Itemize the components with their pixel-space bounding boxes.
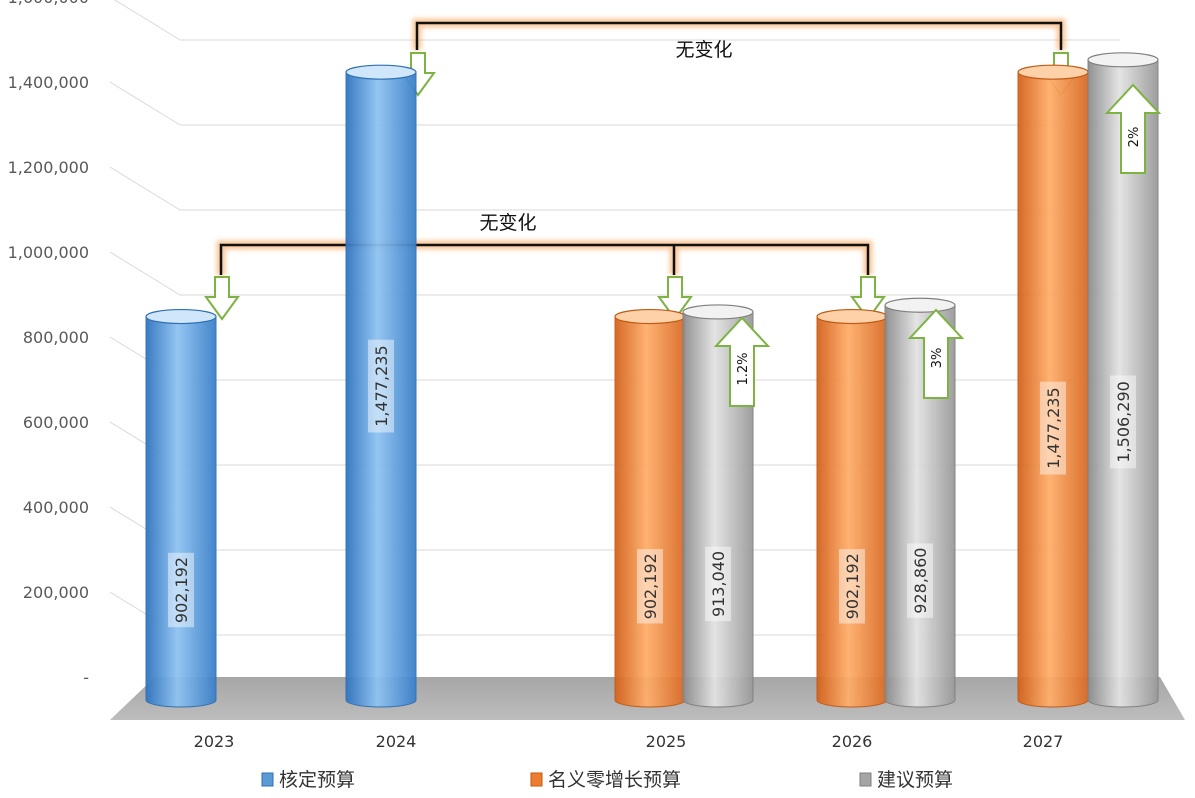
x-tick-label: 2025	[646, 732, 687, 751]
bar-top	[145, 308, 217, 325]
bar	[884, 297, 956, 708]
legend-swatch-proposed	[859, 772, 872, 787]
bar-body	[1087, 59, 1159, 708]
bar	[614, 308, 686, 708]
down-arrow-icon	[657, 276, 693, 321]
bar-top	[884, 297, 956, 313]
bar-top	[816, 308, 888, 325]
bar	[816, 308, 888, 708]
bar	[345, 64, 417, 708]
annotation-growth-2026: 3%	[930, 348, 945, 369]
data-label-group: 902,192	[637, 549, 663, 624]
gridline-side	[109, 166, 181, 211]
down-arrow-icon	[204, 276, 240, 321]
gridline-side	[109, 81, 181, 126]
bar-top	[682, 304, 754, 320]
gridline-side	[113, 0, 181, 41]
bar-body	[682, 311, 754, 708]
x-tick-label: 2024	[376, 732, 417, 751]
y-tick-label: 1,200,000	[8, 158, 89, 177]
bar	[145, 308, 217, 708]
data-label-group: 1,477,235	[1040, 381, 1066, 475]
legend-swatch-nominal-zero-growth	[530, 772, 543, 787]
data-label-group: 913,040	[705, 546, 731, 622]
data-labels: 902,192 1,477,235 902,192 902,192 1,477,235 9…	[168, 339, 1136, 628]
bar-top	[1087, 52, 1159, 68]
annotation-bracket-2024-2027	[412, 18, 1066, 50]
annotation-growth-2025: 1.2%	[736, 352, 751, 385]
x-tick-label: 2023	[194, 732, 235, 751]
gridline-side	[109, 251, 181, 296]
bar	[682, 304, 754, 708]
data-label-group: 902,192	[839, 549, 865, 624]
bar-body	[145, 316, 217, 708]
bar-body	[614, 316, 686, 708]
legend-label-proposed: 建议预算	[877, 769, 953, 791]
legend: 核定预算 名义零增长预算 建议预算	[261, 769, 953, 791]
data-label: 1,477,235	[372, 345, 391, 426]
annotation-bracket-2023-2026	[216, 240, 873, 275]
y-tick-label: 200,000	[23, 583, 89, 602]
data-label: 913,040	[709, 551, 728, 617]
annotation-growth-2027: 2%	[1127, 127, 1142, 148]
data-label-group: 1,477,235	[368, 339, 394, 433]
data-label-group: 1,506,290	[1110, 375, 1136, 469]
legend-label-approved: 核定预算	[279, 769, 355, 791]
up-arrow-icon	[1104, 83, 1162, 174]
y-tick-label: 1,400,000	[8, 73, 89, 92]
bar-body	[884, 304, 956, 708]
y-tick-label: 1,600,000	[8, 0, 89, 7]
up-arrow-icon	[907, 308, 965, 399]
annotation-no-change-top: 无变化	[675, 39, 732, 61]
y-tick-label: -	[83, 668, 89, 687]
bar-top	[345, 64, 417, 80]
y-tick-label: 1,000,000	[8, 243, 89, 262]
legend-label-nominal-zero-growth: 名义零增长预算	[548, 769, 681, 791]
x-tick-label: 2026	[832, 732, 873, 751]
y-tick-label: 600,000	[23, 413, 89, 432]
bar	[1017, 64, 1089, 708]
data-label-group: 902,192	[168, 552, 194, 628]
data-label: 1,506,290	[1114, 381, 1133, 462]
x-axis-tick-labels: 2023 2024 2025 2026 2027	[194, 732, 1064, 751]
data-label: 928,860	[911, 548, 930, 614]
up-arrow-icon	[713, 316, 771, 407]
data-label: 1,477,235	[1044, 387, 1063, 468]
bar-body	[1017, 71, 1089, 708]
data-label: 902,192	[172, 557, 191, 623]
data-label-group: 928,860	[907, 543, 933, 618]
bar-body	[345, 71, 417, 708]
bar	[1087, 52, 1159, 708]
annotation-no-change-middle: 无变化	[479, 212, 536, 234]
y-tick-label: 800,000	[23, 328, 89, 347]
bar-top	[1017, 64, 1089, 80]
data-label: 902,192	[641, 553, 660, 619]
y-tick-label: 400,000	[23, 498, 89, 517]
bars	[145, 52, 1159, 708]
legend-swatch-approved	[261, 772, 274, 787]
down-arrow-icon	[850, 276, 886, 321]
y-axis-tick-labels: - 200,000 400,000 600,000 800,000 1,000,000 1,…	[8, 0, 89, 687]
bar-body	[816, 316, 888, 708]
data-label: 902,192	[843, 553, 862, 619]
bar-top	[614, 308, 686, 325]
x-tick-label: 2027	[1023, 732, 1064, 751]
